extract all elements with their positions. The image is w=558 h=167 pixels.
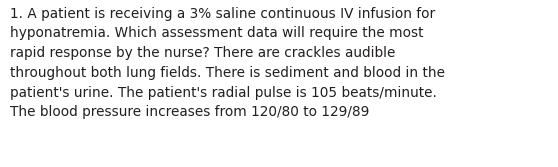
Text: 1. A patient is receiving a 3% saline continuous IV infusion for
hyponatremia. W: 1. A patient is receiving a 3% saline co… [10,7,445,119]
